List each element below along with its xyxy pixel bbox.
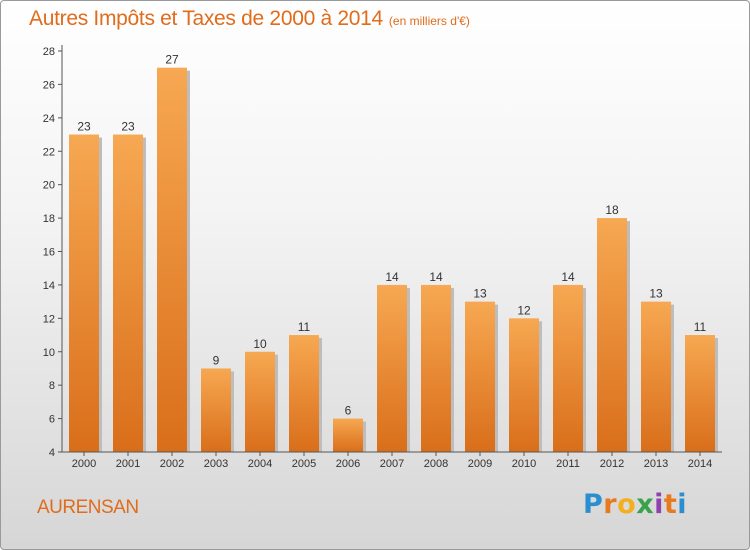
bar xyxy=(509,318,539,452)
chart-unit: (en milliers d'€) xyxy=(388,14,470,28)
bars-group: 23 23 27 9 10 11 6 14 14 13 12 14 18 13 11 xyxy=(69,53,718,452)
x-tick-label: 2012 xyxy=(600,458,624,470)
x-tick-label: 2010 xyxy=(512,458,536,470)
logo-letter: P xyxy=(583,489,604,520)
x-tick-label: 2004 xyxy=(248,458,272,470)
bar xyxy=(421,284,451,452)
bar xyxy=(157,67,187,452)
chart-title-text: Autres Impôts et Taxes de 2000 à 2014 xyxy=(29,7,383,30)
logo-letter: i xyxy=(654,489,664,520)
y-tick-label: 4 xyxy=(49,447,55,459)
y-tick-label: 16 xyxy=(43,247,55,259)
y-tick-label: 14 xyxy=(43,280,55,292)
logo-letter: i xyxy=(677,489,688,520)
x-tick-label: 2011 xyxy=(556,458,580,470)
bar xyxy=(333,418,363,452)
logo-letter: r xyxy=(603,489,618,520)
y-tick-label: 10 xyxy=(43,347,55,359)
y-tick-label: 20 xyxy=(43,180,55,192)
y-tick-label: 12 xyxy=(43,313,55,325)
commune-name: AURENSAN xyxy=(37,497,139,518)
x-tick-label: 2005 xyxy=(292,458,316,470)
logo-letter: o xyxy=(617,489,637,520)
bar xyxy=(201,368,231,452)
y-tick-label: 18 xyxy=(43,213,55,225)
bar xyxy=(245,351,275,452)
data-label: 27 xyxy=(165,53,179,67)
x-tick-label: 2013 xyxy=(644,458,668,470)
x-tick-label: 2014 xyxy=(688,458,712,470)
y-tick-label: 8 xyxy=(49,380,55,392)
logo-letter: x xyxy=(636,489,655,520)
data-label: 11 xyxy=(694,320,707,334)
bar xyxy=(113,134,143,452)
x-tick-label: 2008 xyxy=(424,458,448,470)
bar xyxy=(377,284,407,452)
data-label: 11 xyxy=(298,320,311,334)
data-label: 18 xyxy=(605,203,619,217)
bar xyxy=(553,284,583,452)
data-label: 12 xyxy=(517,303,531,317)
axes-group: 2000 2001 2002 2003 2004 2005 2006 2007 2008 2009… xyxy=(43,45,722,470)
x-tick-label: 2001 xyxy=(116,458,140,470)
chart-title: Autres Impôts et Taxes de 2000 à 2014 (en… xyxy=(29,7,470,31)
y-tick-label: 28 xyxy=(43,46,55,58)
data-label: 9 xyxy=(213,353,220,367)
data-label: 14 xyxy=(561,270,575,284)
bar xyxy=(289,335,319,452)
data-label: 14 xyxy=(385,270,399,284)
data-label: 13 xyxy=(649,287,663,301)
bar xyxy=(641,301,671,452)
data-label: 13 xyxy=(473,287,487,301)
x-tick-label: 2006 xyxy=(336,458,360,470)
proxiti-logo: Proxiti xyxy=(583,489,687,520)
x-tick-label: 2003 xyxy=(204,458,228,470)
data-label: 6 xyxy=(345,404,352,418)
y-tick-label: 22 xyxy=(43,146,55,158)
logo-letter: t xyxy=(663,489,678,520)
data-label: 23 xyxy=(77,120,91,134)
x-tick-label: 2007 xyxy=(380,458,404,470)
x-tick-label: 2002 xyxy=(160,458,184,470)
bar xyxy=(69,134,99,452)
data-label: 10 xyxy=(253,337,267,351)
bar xyxy=(465,301,495,452)
x-tick-label: 2000 xyxy=(72,458,96,470)
x-tick-label: 2009 xyxy=(468,458,492,470)
y-tick-label: 6 xyxy=(49,414,55,426)
data-label: 14 xyxy=(429,270,443,284)
bar xyxy=(597,218,627,452)
data-label: 23 xyxy=(121,120,135,134)
bar xyxy=(685,335,715,452)
y-tick-label: 24 xyxy=(43,113,55,125)
y-tick-label: 26 xyxy=(43,79,55,91)
